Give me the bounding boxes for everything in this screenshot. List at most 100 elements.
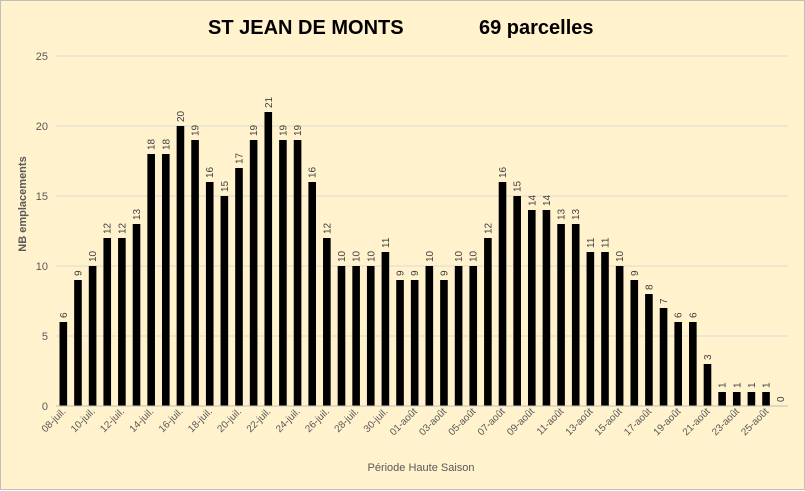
data-label: 11 bbox=[586, 237, 597, 248]
data-label: 21 bbox=[264, 96, 275, 108]
data-label: 13 bbox=[571, 208, 582, 220]
data-label: 16 bbox=[205, 166, 216, 178]
x-tick-label: 11-août bbox=[535, 406, 566, 437]
data-label: 16 bbox=[498, 166, 509, 178]
bar bbox=[88, 266, 97, 406]
y-tick-label: 5 bbox=[42, 331, 48, 343]
x-tick-label: 20-juil. bbox=[216, 406, 245, 435]
data-label: 7 bbox=[659, 298, 670, 304]
x-tick-label: 09-août bbox=[505, 406, 537, 438]
x-tick-label: 30-juil. bbox=[362, 406, 391, 435]
bar bbox=[293, 140, 302, 406]
data-label: 10 bbox=[366, 250, 377, 262]
bar bbox=[381, 252, 390, 406]
y-tick-label: 10 bbox=[36, 261, 48, 273]
x-tick-label: 03-août bbox=[417, 406, 449, 438]
data-label: 1 bbox=[732, 382, 743, 388]
bar bbox=[132, 224, 141, 406]
bar bbox=[454, 266, 463, 406]
data-label: 20 bbox=[176, 110, 187, 122]
bar bbox=[659, 308, 668, 406]
data-label: 15 bbox=[220, 180, 231, 192]
bar bbox=[718, 392, 726, 406]
bar bbox=[410, 280, 419, 406]
bar bbox=[59, 322, 68, 406]
bar bbox=[440, 280, 448, 406]
x-axis-title: Période Haute Saison bbox=[367, 462, 474, 474]
bar bbox=[425, 266, 434, 406]
bar bbox=[74, 280, 82, 406]
data-label: 10 bbox=[337, 250, 348, 262]
x-tick-label: 28-juil. bbox=[333, 406, 362, 435]
data-label: 19 bbox=[278, 124, 289, 136]
data-label: 12 bbox=[103, 222, 114, 234]
y-tick-label: 25 bbox=[36, 51, 48, 63]
bar bbox=[542, 210, 551, 406]
data-label: 9 bbox=[410, 270, 421, 276]
data-label: 10 bbox=[425, 250, 436, 262]
x-tick-label: 25-août bbox=[739, 406, 771, 438]
bar bbox=[264, 112, 273, 406]
bar bbox=[161, 154, 170, 406]
data-label: 12 bbox=[322, 222, 333, 234]
data-label: 19 bbox=[293, 124, 304, 136]
data-label: 10 bbox=[88, 250, 99, 262]
bar bbox=[337, 266, 346, 406]
data-label: 9 bbox=[73, 270, 84, 276]
data-label: 9 bbox=[439, 270, 450, 276]
data-label: 18 bbox=[147, 138, 158, 150]
bar bbox=[220, 196, 229, 406]
x-tick-label: 01-août bbox=[388, 406, 420, 438]
bar bbox=[249, 140, 258, 406]
bar bbox=[527, 210, 536, 406]
bar bbox=[498, 182, 507, 406]
data-label: 19 bbox=[249, 124, 260, 136]
data-label: 6 bbox=[674, 312, 685, 318]
bar bbox=[630, 280, 639, 406]
bar bbox=[279, 140, 287, 406]
x-tick-label: 21-août bbox=[681, 406, 713, 438]
x-tick-label: 13-août bbox=[564, 406, 596, 438]
data-label: 12 bbox=[483, 222, 494, 234]
y-axis-title: NB emplacements bbox=[17, 156, 29, 251]
data-label: 10 bbox=[352, 250, 363, 262]
data-label: 11 bbox=[381, 237, 392, 248]
data-label: 19 bbox=[191, 124, 202, 136]
data-label: 0 bbox=[776, 396, 787, 402]
bar bbox=[557, 224, 565, 406]
bar bbox=[103, 238, 112, 406]
x-tick-label: 05-août bbox=[447, 406, 479, 438]
x-tick-label: 22-juil. bbox=[245, 406, 274, 435]
data-label: 13 bbox=[557, 208, 568, 220]
bar bbox=[205, 182, 214, 406]
bar bbox=[703, 364, 712, 406]
data-label: 10 bbox=[454, 250, 465, 262]
y-tick-label: 15 bbox=[36, 191, 48, 203]
bar bbox=[366, 266, 375, 406]
x-tick-label: 23-août bbox=[710, 406, 742, 438]
bar bbox=[747, 392, 756, 406]
data-label: 15 bbox=[513, 180, 524, 192]
x-axis-ticks: 08-juil. 10-juil. 12-juil. 14-juil. 16-juil.… bbox=[40, 406, 771, 438]
x-tick-label: 18-juil. bbox=[186, 406, 215, 435]
x-tick-label: 26-juil. bbox=[303, 406, 332, 435]
bar bbox=[323, 238, 331, 406]
y-axis-ticks: 0 5 10 15 20 25 bbox=[36, 51, 48, 413]
x-tick-label: 15-août bbox=[593, 406, 625, 438]
data-label: 1 bbox=[747, 382, 758, 388]
bar bbox=[118, 238, 126, 406]
bar bbox=[191, 140, 199, 406]
chart-title: ST JEAN DE MONTS bbox=[208, 17, 404, 39]
y-tick-label: 0 bbox=[42, 401, 48, 413]
data-label: 1 bbox=[718, 382, 729, 388]
data-label: 10 bbox=[615, 250, 626, 262]
bar bbox=[571, 224, 580, 406]
x-tick-label: 24-juil. bbox=[274, 406, 303, 435]
data-label: 18 bbox=[161, 138, 172, 150]
bar bbox=[396, 280, 404, 406]
bar bbox=[615, 266, 624, 406]
bar bbox=[484, 238, 492, 406]
data-label: 14 bbox=[542, 194, 553, 206]
